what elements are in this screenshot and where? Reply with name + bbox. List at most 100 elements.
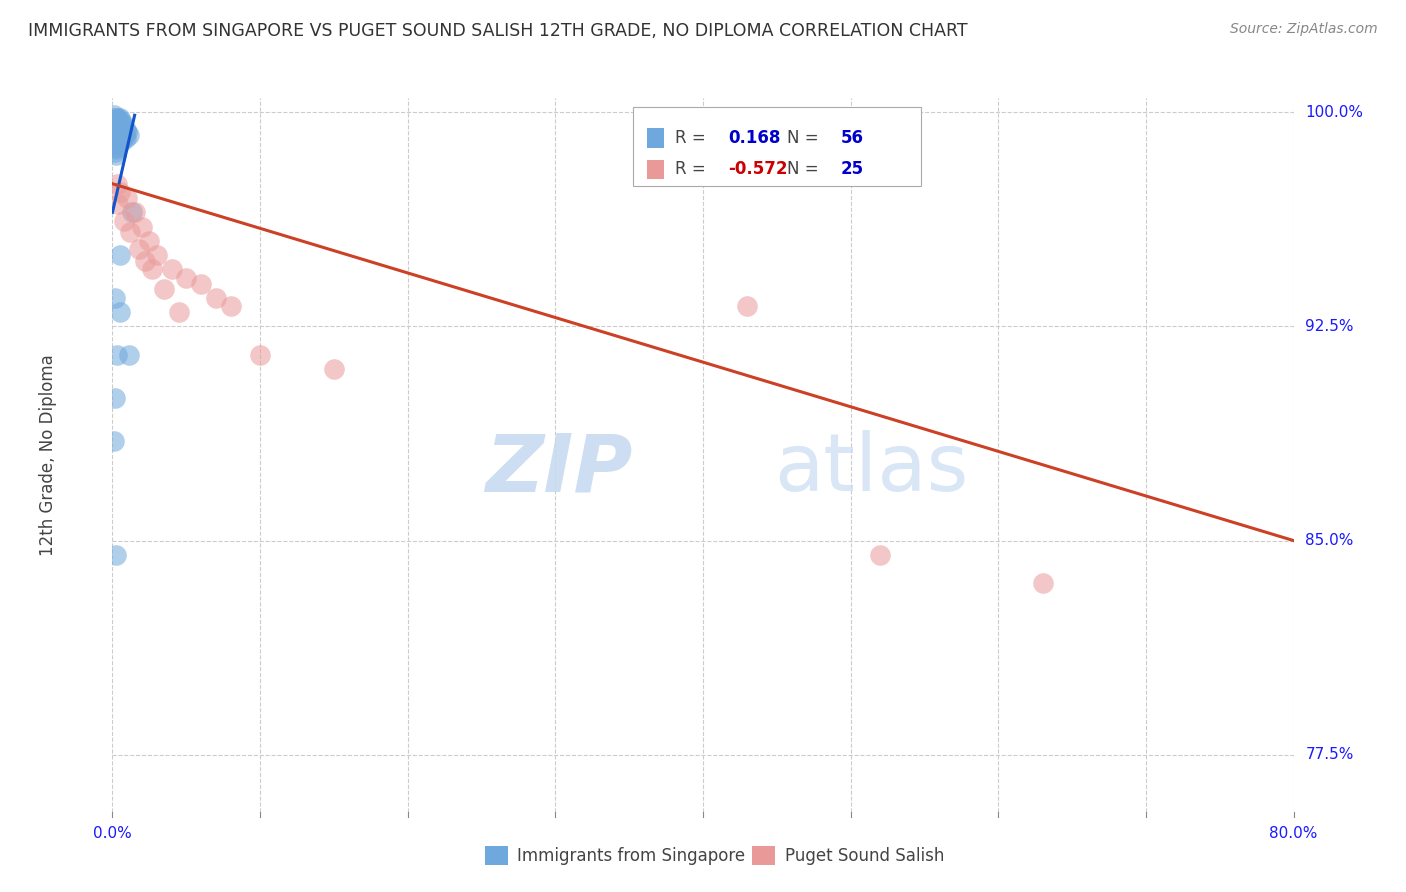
Point [104,122,127,136]
Text: atlas: atlas [773,430,969,508]
Point [108,305,131,319]
Point [131,219,153,234]
Point [1032,576,1054,591]
Point [112,214,135,228]
Text: ZIP: ZIP [485,430,633,508]
Point [107,111,129,125]
Point [105,128,128,143]
Point [103,117,125,131]
Point [108,117,131,131]
Point [120,225,142,239]
Text: 100.0%: 100.0% [1305,105,1364,120]
Point [104,145,127,160]
Point [111,117,134,131]
Point [174,271,197,285]
Point [115,131,138,145]
Point [104,111,127,125]
Point [104,291,127,305]
Point [737,300,759,314]
Point [111,122,134,136]
Point [112,120,135,134]
Text: N =: N = [787,129,824,147]
Point [138,234,160,248]
Text: 77.5%: 77.5% [1305,747,1354,762]
Point [103,134,125,148]
Point [124,205,146,219]
Point [111,128,134,143]
Point [167,305,190,319]
Point [112,122,135,136]
Point [128,243,150,257]
Point [134,253,156,268]
Point [108,125,131,139]
Point [121,205,143,219]
Point [205,291,228,305]
Text: Source: ZipAtlas.com: Source: ZipAtlas.com [1230,22,1378,37]
Point [108,111,131,125]
Point [105,111,128,125]
Point [141,262,163,277]
Text: 92.5%: 92.5% [1305,319,1354,334]
Point [110,114,132,128]
Point [107,114,129,128]
Point [108,136,131,151]
Point [108,131,131,145]
Text: R =: R = [675,129,711,147]
Text: IMMIGRANTS FROM SINGAPORE VS PUGET SOUND SALISH 12TH GRADE, NO DIPLOMA CORRELATI: IMMIGRANTS FROM SINGAPORE VS PUGET SOUND… [28,22,967,40]
Text: 85.0%: 85.0% [1305,533,1354,548]
Point [107,134,129,148]
Point [114,128,136,143]
Point [103,434,125,448]
Point [117,191,138,205]
Point [108,186,131,200]
Point [107,125,129,139]
Point [146,248,169,262]
Text: -0.572: -0.572 [728,161,787,178]
Point [105,122,128,136]
Point [105,177,128,191]
Point [104,136,127,151]
Point [105,148,128,162]
Text: N =: N = [787,161,824,178]
Text: 0.0%: 0.0% [93,826,132,841]
Point [112,131,135,145]
Point [103,125,125,139]
Point [104,125,127,139]
Point [219,300,242,314]
Point [104,143,127,157]
Point [249,348,271,362]
Point [118,348,141,362]
Point [105,120,128,134]
Text: 0.168: 0.168 [728,129,780,147]
Point [117,125,138,139]
Point [869,548,891,562]
Point [153,282,176,296]
Text: Puget Sound Salish: Puget Sound Salish [785,847,943,865]
Point [114,122,136,136]
Text: 80.0%: 80.0% [1270,826,1317,841]
Point [108,248,131,262]
Point [107,196,129,211]
Point [105,548,128,562]
Point [104,139,127,153]
Text: 25: 25 [841,161,863,178]
Text: 12th Grade, No Diploma: 12th Grade, No Diploma [38,354,56,556]
Point [104,114,127,128]
Point [107,139,129,153]
Point [118,128,141,143]
Text: Immigrants from Singapore: Immigrants from Singapore [517,847,745,865]
Point [110,120,132,134]
Point [103,128,125,143]
Point [105,117,128,131]
Text: 56: 56 [841,129,863,147]
Point [105,348,128,362]
Text: R =: R = [675,161,711,178]
Point [103,108,125,122]
Point [323,362,346,376]
Point [103,391,125,405]
Point [104,114,127,128]
Point [104,131,127,145]
Point [190,277,212,291]
Point [111,134,134,148]
Point [160,262,183,277]
